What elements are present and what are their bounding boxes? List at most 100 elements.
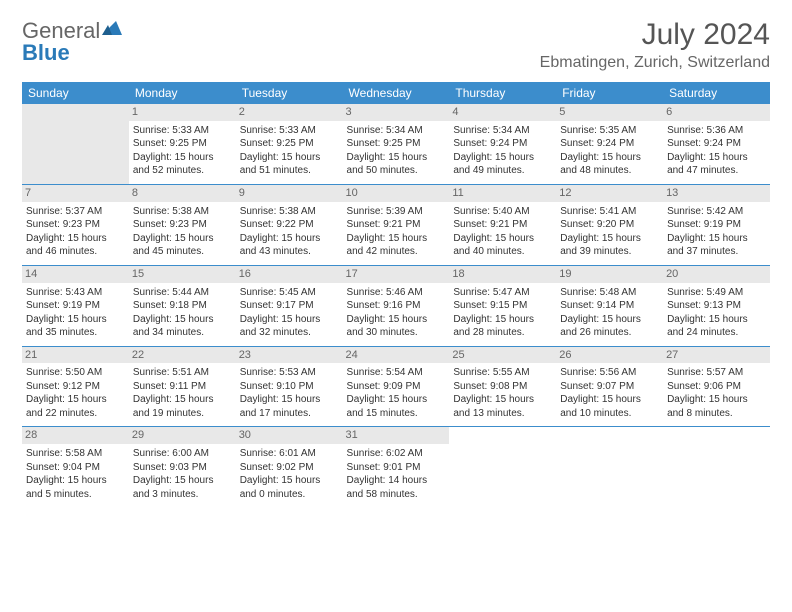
day-number: 1 — [129, 104, 236, 121]
calendar-day-cell: 13 Sunrise: 5:42 AMSunset: 9:19 PMDayligh… — [663, 184, 770, 265]
daylight-line: Daylight: 15 hours and 51 minutes. — [240, 151, 339, 178]
location: Ebmatingen, Zurich, Switzerland — [540, 54, 770, 72]
daylight-line: Daylight: 15 hours and 26 minutes. — [560, 313, 659, 340]
daylight-line: Daylight: 15 hours and 50 minutes. — [347, 151, 446, 178]
day-number: 24 — [343, 347, 450, 364]
sunrise-line: Sunrise: 6:01 AM — [240, 447, 339, 461]
sunrise-line: Sunrise: 5:36 AM — [667, 124, 766, 138]
calendar-day-cell: 23Sunrise: 5:53 AMSunset: 9:10 PMDayligh… — [236, 346, 343, 427]
month-title: July 2024 — [540, 18, 770, 52]
calendar-day-cell: 26Sunrise: 5:56 AMSunset: 9:07 PMDayligh… — [556, 346, 663, 427]
day-details: Sunrise: 5:51 AMSunset: 9:11 PMDaylight:… — [133, 366, 232, 420]
day-number: 19 — [556, 266, 663, 283]
sunrise-line: Sunrise: 6:00 AM — [133, 447, 232, 461]
sunset-line: Sunset: 9:04 PM — [26, 461, 125, 475]
calendar-empty-cell — [556, 427, 663, 507]
weekday-header: Wednesday — [343, 82, 450, 104]
day-number: 9 — [236, 185, 343, 202]
sunrise-line: Sunrise: 5:54 AM — [347, 366, 446, 380]
day-details: Sunrise: 6:02 AMSunset: 9:01 PMDaylight:… — [347, 447, 446, 501]
calendar-day-cell: 28 Sunrise: 5:58 AMSunset: 9:04 PMDayligh… — [22, 427, 129, 507]
day-details: Sunrise: 6:00 AMSunset: 9:03 PMDaylight:… — [133, 447, 232, 501]
sunset-line: Sunset: 9:25 PM — [347, 137, 446, 151]
calendar-day-cell: 20Sunrise: 5:49 AMSunset: 9:13 PMDayligh… — [663, 265, 770, 346]
day-number: 28 — [22, 427, 129, 444]
daylight-line: Daylight: 15 hours and 49 minutes. — [453, 151, 552, 178]
day-number: 21 — [22, 347, 129, 364]
daylight-line: Daylight: 15 hours and 37 minutes. — [667, 232, 766, 259]
sunset-line: Sunset: 9:25 PM — [133, 137, 232, 151]
calendar-day-cell: 10Sunrise: 5:39 AMSunset: 9:21 PMDayligh… — [343, 184, 450, 265]
calendar-week-row: 21Sunrise: 5:50 AMSunset: 9:12 PMDayligh… — [22, 346, 770, 427]
day-number: 27 — [663, 347, 770, 364]
daylight-line: Daylight: 15 hours and 32 minutes. — [240, 313, 339, 340]
day-number: 10 — [343, 185, 450, 202]
sunset-line: Sunset: 9:06 PM — [667, 380, 766, 394]
day-number: 13 — [663, 185, 770, 202]
weekday-header: Thursday — [449, 82, 556, 104]
calendar-day-cell: 3Sunrise: 5:34 AMSunset: 9:25 PMDaylight… — [343, 104, 450, 184]
daylight-line: Daylight: 15 hours and 0 minutes. — [240, 474, 339, 501]
day-details: Sunrise: 5:45 AMSunset: 9:17 PMDaylight:… — [240, 286, 339, 340]
day-details: Sunrise: 5:34 AMSunset: 9:24 PMDaylight:… — [453, 124, 552, 178]
calendar-day-cell: 31Sunrise: 6:02 AMSunset: 9:01 PMDayligh… — [343, 427, 450, 507]
calendar-day-cell: 18Sunrise: 5:47 AMSunset: 9:15 PMDayligh… — [449, 265, 556, 346]
day-details: Sunrise: 5:38 AMSunset: 9:22 PMDaylight:… — [240, 205, 339, 259]
sunrise-line: Sunrise: 5:58 AM — [26, 447, 125, 461]
daylight-line: Daylight: 15 hours and 22 minutes. — [26, 393, 125, 420]
title-block: July 2024 Ebmatingen, Zurich, Switzerlan… — [540, 18, 770, 72]
calendar-day-cell: 12Sunrise: 5:41 AMSunset: 9:20 PMDayligh… — [556, 184, 663, 265]
header: General July 2024 Ebmatingen, Zurich, Sw… — [22, 18, 770, 72]
calendar-day-cell: 11Sunrise: 5:40 AMSunset: 9:21 PMDayligh… — [449, 184, 556, 265]
sunset-line: Sunset: 9:19 PM — [26, 299, 125, 313]
calendar-day-cell: 7Sunrise: 5:37 AMSunset: 9:23 PMDaylight… — [22, 184, 129, 265]
day-details: Sunrise: 5:40 AMSunset: 9:21 PMDaylight:… — [453, 205, 552, 259]
sunset-line: Sunset: 9:16 PM — [347, 299, 446, 313]
calendar-table: SundayMondayTuesdayWednesdayThursdayFrid… — [22, 82, 770, 507]
sunrise-line: Sunrise: 5:49 AM — [667, 286, 766, 300]
calendar-week-row: 1Sunrise: 5:33 AMSunset: 9:25 PMDaylight… — [22, 104, 770, 184]
day-number: 25 — [449, 347, 556, 364]
daylight-line: Daylight: 15 hours and 52 minutes. — [133, 151, 232, 178]
day-details: Sunrise: 6:01 AMSunset: 9:02 PMDaylight:… — [240, 447, 339, 501]
daylight-line: Daylight: 15 hours and 5 minutes. — [26, 474, 125, 501]
calendar-day-cell: 29Sunrise: 6:00 AMSunset: 9:03 PMDayligh… — [129, 427, 236, 507]
sunrise-line: Sunrise: 5:56 AM — [560, 366, 659, 380]
sunset-line: Sunset: 9:24 PM — [453, 137, 552, 151]
day-details: Sunrise: 5:53 AMSunset: 9:10 PMDaylight:… — [240, 366, 339, 420]
calendar-day-cell: 27 Sunrise: 5:57 AMSunset: 9:06 PMDayligh… — [663, 346, 770, 427]
calendar-day-cell: 19Sunrise: 5:48 AMSunset: 9:14 PMDayligh… — [556, 265, 663, 346]
day-details: Sunrise: 5:42 AMSunset: 9:19 PMDaylight:… — [667, 205, 766, 259]
daylight-line: Daylight: 15 hours and 3 minutes. — [133, 474, 232, 501]
day-details: Sunrise: 5:57 AMSunset: 9:06 PMDaylight:… — [667, 366, 766, 420]
sunset-line: Sunset: 9:17 PM — [240, 299, 339, 313]
calendar-day-cell: 8Sunrise: 5:38 AMSunset: 9:23 PMDaylight… — [129, 184, 236, 265]
sunset-line: Sunset: 9:13 PM — [667, 299, 766, 313]
sunset-line: Sunset: 9:07 PM — [560, 380, 659, 394]
calendar-week-row: 7Sunrise: 5:37 AMSunset: 9:23 PMDaylight… — [22, 184, 770, 265]
calendar-day-cell: 1 Sunrise: 5:33 AMSunset: 9:25 PMDaylight… — [129, 104, 236, 184]
weekday-header: Friday — [556, 82, 663, 104]
daylight-line: Daylight: 15 hours and 45 minutes. — [133, 232, 232, 259]
sunrise-line: Sunrise: 5:47 AM — [453, 286, 552, 300]
calendar-day-cell: 5Sunrise: 5:35 AMSunset: 9:24 PMDaylight… — [556, 104, 663, 184]
calendar-day-cell: 17Sunrise: 5:46 AMSunset: 9:16 PMDayligh… — [343, 265, 450, 346]
calendar-day-cell: 15Sunrise: 5:44 AMSunset: 9:18 PMDayligh… — [129, 265, 236, 346]
day-details: Sunrise: 5:36 AMSunset: 9:24 PMDaylight:… — [667, 124, 766, 178]
daylight-line: Daylight: 15 hours and 15 minutes. — [347, 393, 446, 420]
logo-icon — [102, 19, 122, 35]
sunrise-line: Sunrise: 5:55 AM — [453, 366, 552, 380]
day-number: 17 — [343, 266, 450, 283]
sunrise-line: Sunrise: 5:33 AM — [133, 124, 232, 138]
daylight-line: Daylight: 15 hours and 42 minutes. — [347, 232, 446, 259]
day-details: Sunrise: 5:47 AMSunset: 9:15 PMDaylight:… — [453, 286, 552, 340]
sunset-line: Sunset: 9:02 PM — [240, 461, 339, 475]
sunrise-line: Sunrise: 5:46 AM — [347, 286, 446, 300]
daylight-line: Daylight: 15 hours and 13 minutes. — [453, 393, 552, 420]
day-details: Sunrise: 5:34 AMSunset: 9:25 PMDaylight:… — [347, 124, 446, 178]
sunset-line: Sunset: 9:18 PM — [133, 299, 232, 313]
sunrise-line: Sunrise: 5:51 AM — [133, 366, 232, 380]
weekday-header: Sunday — [22, 82, 129, 104]
day-details: Sunrise: 5:41 AMSunset: 9:20 PMDaylight:… — [560, 205, 659, 259]
sunset-line: Sunset: 9:24 PM — [667, 137, 766, 151]
